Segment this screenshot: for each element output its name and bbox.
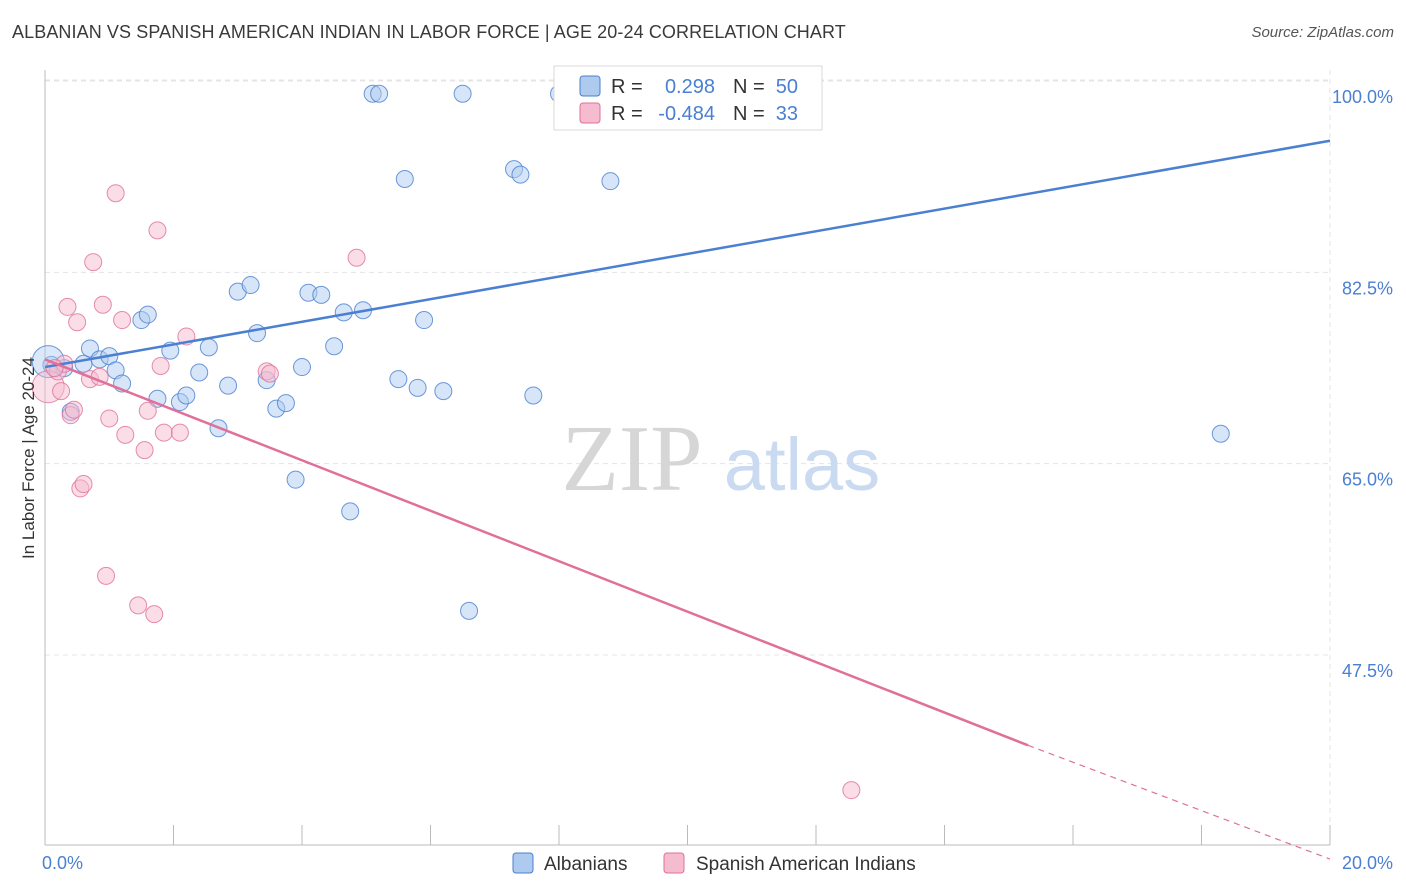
y-axis-label: In Labor Force | Age 20-24 [19, 357, 38, 559]
trend-lines [44, 139, 1331, 860]
albanians-point [293, 358, 311, 377]
bottom-legend-swatch-spanish [663, 852, 685, 874]
albanians-point [389, 370, 408, 389]
y-tick-label: 47.5% [1342, 661, 1393, 681]
spanish-american-indians-point [347, 248, 366, 267]
spanish-american-indians-point [145, 605, 164, 624]
legend-n-value-blue: 50 [776, 76, 798, 98]
albanians-point [453, 84, 472, 103]
bottom-legend-label-spanish: Spanish American Indians [696, 854, 916, 875]
albanians-point [177, 386, 196, 405]
spanish-american-indians-point [170, 423, 189, 442]
spanish-trend-line [44, 358, 1029, 747]
spanish-american-indians-point [64, 400, 83, 419]
albanians-point [325, 337, 344, 356]
albanians-point [74, 354, 93, 373]
spanish-american-indians-point [151, 356, 170, 375]
spanish-american-indians-point [129, 596, 148, 615]
spanish-american-indians-point [154, 423, 173, 442]
spanish-american-indians-point [148, 221, 167, 240]
legend-r-label-blue: R = [611, 76, 643, 98]
albanians-point [138, 305, 157, 324]
albanians-point [199, 338, 218, 357]
watermark-atlas: atlas [724, 423, 880, 506]
source-note: Source: ZipAtlas.com [1251, 24, 1394, 41]
legend-r-value-pink: -0.484 [658, 103, 715, 125]
legend-n-label-pink: N = [733, 103, 765, 125]
spanish-american-indians-point [97, 566, 116, 585]
y-tick-label: 82.5% [1342, 278, 1393, 298]
spanish-american-indians-point [842, 781, 861, 800]
spanish-trend-line-extension [1027, 744, 1331, 860]
legend-swatch-pink [579, 102, 601, 124]
spanish-american-indians-point [260, 364, 279, 383]
albanians-point [395, 170, 414, 188]
spanish-american-indians-point [52, 382, 71, 401]
albanians-point [276, 394, 295, 413]
albanians-point [460, 601, 479, 620]
albanians-point [341, 502, 360, 521]
albanians-trend-line [44, 139, 1331, 369]
albanians-point [190, 363, 209, 382]
x-tick-label-left: 0.0% [42, 853, 83, 873]
y-tick-label: 100.0% [1332, 87, 1393, 107]
albanians-point [434, 382, 453, 401]
bottom-legend: Albanians Spanish American Indians [512, 852, 916, 875]
spanish-american-indians-point [58, 297, 77, 316]
y-tick-label: 65.0% [1342, 470, 1393, 490]
albanians-point [241, 276, 260, 295]
spanish-american-indians-points [31, 184, 861, 800]
bottom-legend-swatch-albanians [512, 852, 534, 874]
legend: R = 0.298 N = 50 R = -0.484 N = 33 [553, 65, 823, 131]
albanians-point [1211, 424, 1230, 443]
albanians-point [312, 285, 331, 304]
watermark-zip: ZIP [562, 407, 703, 511]
spanish-american-indians-point [68, 313, 87, 332]
legend-n-label-blue: N = [733, 76, 765, 98]
spanish-american-indians-point [84, 253, 103, 272]
legend-swatch-blue [579, 75, 601, 97]
watermark: ZIP atlas [562, 407, 881, 511]
albanians-point [248, 324, 267, 343]
albanians-point [524, 386, 543, 405]
spanish-american-indians-point [100, 409, 119, 428]
chart-title: ALBANIAN VS SPANISH AMERICAN INDIAN IN L… [12, 22, 846, 42]
spanish-american-indians-point [138, 401, 157, 420]
albanians-point [408, 378, 427, 397]
tick-labels: 47.5% 65.0% 82.5% 100.0% 0.0% 20.0% [42, 87, 1393, 873]
albanians-point [370, 84, 389, 103]
legend-r-value-blue: 0.298 [665, 76, 715, 98]
spanish-american-indians-point [135, 441, 154, 460]
albanians-point [219, 376, 238, 395]
spanish-american-indians-point [74, 475, 93, 494]
x-tick-label-right: 20.0% [1342, 853, 1393, 873]
legend-r-label-pink: R = [611, 103, 643, 125]
albanians-point [601, 172, 620, 191]
spanish-american-indians-point [116, 425, 135, 444]
spanish-american-indians-point [93, 295, 112, 314]
spanish-american-indians-point [113, 311, 132, 330]
spanish-american-indians-point [106, 184, 125, 203]
albanians-point [286, 470, 305, 489]
albanians-points [31, 84, 1230, 620]
albanians-point [415, 311, 434, 330]
legend-n-value-pink: 33 [776, 103, 798, 125]
bottom-legend-label-albanians: Albanians [544, 854, 627, 875]
albanians-point [511, 165, 530, 184]
axes [44, 70, 1331, 846]
